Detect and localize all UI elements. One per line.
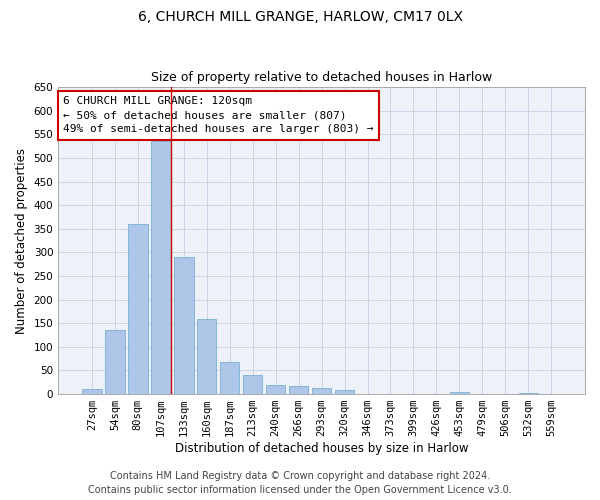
X-axis label: Distribution of detached houses by size in Harlow: Distribution of detached houses by size … — [175, 442, 469, 455]
Bar — [449, 392, 469, 394]
Bar — [151, 142, 170, 394]
Title: Size of property relative to detached houses in Harlow: Size of property relative to detached ho… — [151, 72, 492, 85]
Bar — [312, 388, 331, 394]
Bar — [197, 318, 217, 394]
Bar — [518, 393, 538, 394]
Text: 6, CHURCH MILL GRANGE, HARLOW, CM17 0LX: 6, CHURCH MILL GRANGE, HARLOW, CM17 0LX — [137, 10, 463, 24]
Bar — [243, 375, 262, 394]
Bar — [105, 330, 125, 394]
Bar — [174, 257, 194, 394]
Bar — [128, 224, 148, 394]
Text: 6 CHURCH MILL GRANGE: 120sqm
← 50% of detached houses are smaller (807)
49% of s: 6 CHURCH MILL GRANGE: 120sqm ← 50% of de… — [64, 96, 374, 134]
Y-axis label: Number of detached properties: Number of detached properties — [15, 148, 28, 334]
Bar — [82, 390, 101, 394]
Bar — [266, 384, 286, 394]
Bar — [220, 362, 239, 394]
Bar — [289, 386, 308, 394]
Bar — [335, 390, 355, 394]
Text: Contains HM Land Registry data © Crown copyright and database right 2024.
Contai: Contains HM Land Registry data © Crown c… — [88, 471, 512, 495]
